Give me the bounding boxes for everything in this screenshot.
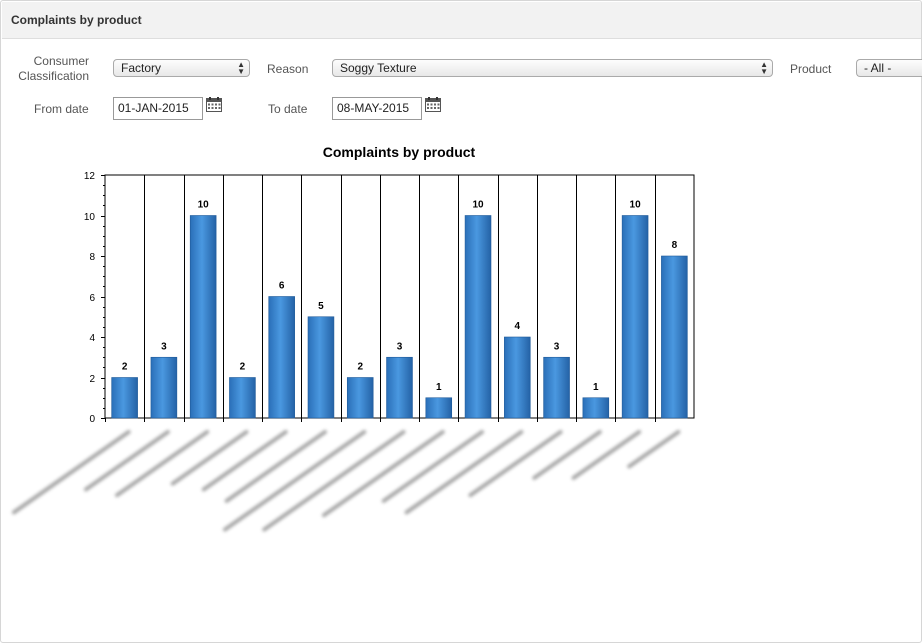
y-tick-label: 4 — [89, 333, 95, 344]
x-category-label-blurred — [532, 430, 602, 480]
up-down-caret-icon: ▲ ▼ — [760, 60, 768, 76]
product-value: - All - — [864, 61, 892, 75]
region-title: Complaints by product — [11, 13, 142, 27]
x-category-label-blurred — [468, 430, 563, 498]
to-date-input[interactable]: 08-MAY-2015 — [332, 97, 422, 120]
reason-value: Soggy Texture — [340, 61, 417, 75]
y-tick-label: 10 — [84, 212, 96, 223]
bar — [346, 377, 374, 419]
bar-data-label: 1 — [593, 382, 599, 393]
x-category-label-blurred — [201, 430, 288, 492]
bar-data-label: 10 — [630, 200, 642, 211]
x-category-label-blurred — [321, 430, 445, 518]
bar-data-label: 3 — [397, 341, 403, 352]
y-tick-label: 0 — [89, 414, 95, 425]
bar — [464, 215, 492, 419]
bar-data-label: 2 — [122, 362, 128, 373]
classification-label-line2: Classification — [18, 69, 89, 83]
bar — [582, 397, 610, 419]
x-category-label-blurred — [404, 430, 524, 515]
bar-data-label: 5 — [318, 301, 324, 312]
classification-select[interactable]: Factory ▲ ▼ — [113, 59, 250, 77]
bar — [504, 336, 531, 419]
calendar-icon[interactable] — [206, 97, 222, 112]
bar — [307, 316, 335, 419]
bar-data-label: 3 — [554, 341, 560, 352]
x-category-label-blurred — [381, 430, 485, 503]
reason-select[interactable]: Soggy Texture ▲ ▼ — [332, 59, 773, 77]
from-date-label: From date — [34, 102, 89, 116]
x-category-label-blurred — [115, 430, 210, 498]
reason-label: Reason — [267, 62, 309, 76]
y-tick-label: 2 — [89, 374, 95, 385]
up-down-caret-icon: ▲ ▼ — [237, 60, 245, 76]
bar — [661, 255, 688, 419]
bar — [425, 397, 453, 419]
x-category-label-blurred — [262, 430, 406, 532]
x-category-label-blurred — [627, 430, 681, 469]
from-date-input[interactable]: 01-JAN-2015 — [113, 97, 203, 120]
to-date-label: To date — [268, 102, 308, 116]
x-category-label-blurred — [83, 430, 170, 492]
classification-label: Consumer Classification — [14, 54, 89, 84]
bar-data-label: 4 — [515, 321, 521, 332]
bar — [621, 215, 649, 419]
bar-data-label: 2 — [240, 362, 246, 373]
y-tick-label: 6 — [89, 293, 95, 304]
y-tick-label: 12 — [84, 171, 96, 182]
chart-title: Complaints by product — [323, 144, 476, 160]
classification-value: Factory — [121, 61, 162, 75]
bar — [386, 356, 413, 419]
bar-data-label: 3 — [161, 341, 167, 352]
bar — [268, 296, 295, 419]
product-label: Product — [790, 62, 832, 76]
bar — [229, 377, 256, 419]
region-header: Complaints by product — [2, 2, 921, 39]
x-category-label-blurred — [571, 430, 642, 480]
bar — [111, 377, 138, 419]
bar-data-label: 10 — [198, 200, 210, 211]
calendar-icon[interactable] — [425, 97, 441, 112]
bar-data-label: 6 — [279, 281, 285, 292]
bar — [543, 356, 570, 419]
bar-data-label: 10 — [472, 200, 484, 211]
bar-data-label: 2 — [357, 362, 363, 373]
classification-label-line1: Consumer — [33, 54, 89, 68]
x-category-label-blurred — [224, 430, 327, 503]
bar-data-label: 1 — [436, 382, 442, 393]
bar — [150, 356, 178, 419]
bar-data-label: 8 — [672, 240, 678, 251]
x-category-label-blurred — [222, 430, 367, 532]
x-category-label-blurred — [170, 430, 249, 486]
product-select[interactable]: - All - — [856, 59, 922, 77]
bar — [189, 215, 217, 419]
y-tick-label: 8 — [89, 252, 95, 263]
x-category-label-blurred — [11, 430, 131, 515]
